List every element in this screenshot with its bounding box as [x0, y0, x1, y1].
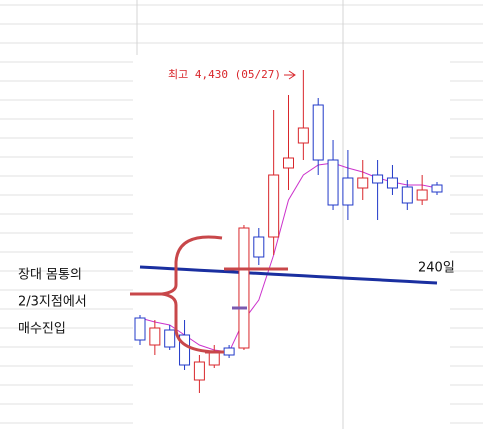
candle-body [238, 227, 250, 349]
candle-body [401, 186, 413, 204]
line-label: 240일 [418, 261, 455, 276]
candle-body [386, 177, 398, 189]
note: 매수진입 [18, 322, 66, 337]
candle-body [253, 236, 265, 258]
annotation-arrow [284, 70, 296, 80]
note: 2/3지점에서 [18, 295, 87, 310]
candle-body [372, 174, 384, 184]
candle-body [149, 327, 161, 346]
annotation: 최고 4,430 (05/27) [168, 68, 281, 81]
line-series [139, 265, 438, 285]
candle-body [208, 351, 220, 366]
candle-body [342, 177, 354, 206]
note: 장대 몸통의 [18, 268, 82, 283]
candle-body [357, 177, 369, 189]
candle-body [268, 174, 280, 238]
candle-body [431, 184, 443, 193]
candle-body [327, 159, 339, 206]
brace [130, 235, 223, 354]
candle-body [283, 157, 294, 169]
plot [134, 70, 443, 393]
candle-body [179, 334, 191, 366]
candle-body [416, 189, 428, 201]
candle-body [134, 317, 146, 341]
candle-body [312, 104, 324, 161]
chart-area [133, 55, 450, 429]
candle-body [223, 347, 235, 356]
candle-body [193, 361, 205, 381]
candle-body [297, 127, 309, 144]
candle-body [164, 329, 176, 348]
